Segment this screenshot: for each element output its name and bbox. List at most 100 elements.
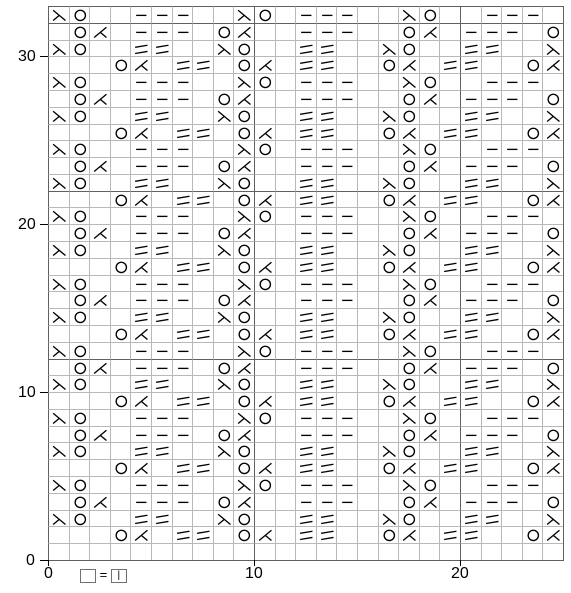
stitch-d-icon xyxy=(296,91,317,108)
chart-cell xyxy=(89,493,110,510)
chart-cell xyxy=(213,476,234,493)
stitch-sl-icon xyxy=(296,443,317,460)
chart-cell xyxy=(481,258,502,275)
stitch-d-icon xyxy=(152,158,173,175)
chart-cell xyxy=(316,6,337,23)
chart-cell xyxy=(110,40,131,57)
chart-cell xyxy=(110,510,131,527)
chart-cell xyxy=(398,157,419,174)
chart-cell xyxy=(295,426,316,443)
chart-cell xyxy=(501,56,522,73)
chart-cell xyxy=(295,157,316,174)
chart-cell xyxy=(213,157,234,174)
chart-cell xyxy=(542,543,563,560)
chart-cell xyxy=(233,426,254,443)
stitch-d-icon xyxy=(317,410,338,427)
chart-cell xyxy=(336,107,357,124)
chart-cell xyxy=(481,543,502,560)
chart-cell xyxy=(460,275,481,292)
stitch-o-icon xyxy=(399,427,420,444)
stitch-o-icon xyxy=(70,360,91,377)
stitch-d-icon xyxy=(523,477,544,494)
chart-cell xyxy=(69,476,90,493)
stitch-d-icon xyxy=(131,141,152,158)
stitch-rd-icon xyxy=(234,292,255,309)
chart-cell xyxy=(398,543,419,560)
chart-cell xyxy=(439,23,460,40)
chart-cell xyxy=(357,56,378,73)
stitch-o-icon xyxy=(543,158,564,175)
chart-cell xyxy=(110,476,131,493)
stitch-o-icon xyxy=(234,460,255,477)
stitch-d-icon xyxy=(317,91,338,108)
stitch-ld-icon xyxy=(399,410,420,427)
stitch-d-icon xyxy=(152,225,173,242)
chart-cell xyxy=(439,174,460,191)
chart-cell xyxy=(357,392,378,409)
chart-cell xyxy=(522,107,543,124)
chart-cell xyxy=(316,342,337,359)
chart-cell xyxy=(522,375,543,392)
chart-cell xyxy=(398,476,419,493)
chart-cell xyxy=(316,543,337,560)
chart-cell xyxy=(172,526,193,543)
chart-cell xyxy=(295,124,316,141)
stitch-sl-icon xyxy=(482,108,503,125)
stitch-sl-icon xyxy=(173,460,194,477)
chart-cell xyxy=(378,124,399,141)
chart-cell xyxy=(439,291,460,308)
chart-cell xyxy=(151,375,172,392)
chart-cell xyxy=(172,291,193,308)
chart-cell xyxy=(48,308,69,325)
chart-cell xyxy=(398,325,419,342)
stitch-o-icon xyxy=(70,276,91,293)
chart-cell xyxy=(275,359,296,376)
stitch-sl-icon xyxy=(173,57,194,74)
chart-cell xyxy=(357,258,378,275)
chart-cell xyxy=(48,526,69,543)
chart-cell xyxy=(419,140,440,157)
chart-cell xyxy=(172,375,193,392)
chart-cell xyxy=(233,40,254,57)
stitch-ld-icon xyxy=(49,242,70,259)
chart-cell xyxy=(336,275,357,292)
stitch-d-icon xyxy=(502,208,523,225)
chart-cell xyxy=(336,207,357,224)
chart-cell xyxy=(460,291,481,308)
chart-cell xyxy=(275,56,296,73)
chart-cell xyxy=(481,442,502,459)
chart-cell xyxy=(398,510,419,527)
chart-cell xyxy=(151,342,172,359)
chart-cell xyxy=(481,526,502,543)
stitch-d-icon xyxy=(502,477,523,494)
stitch-sl-icon xyxy=(317,242,338,259)
stitch-sl-icon xyxy=(152,108,173,125)
chart-cell xyxy=(89,526,110,543)
chart-cell xyxy=(378,493,399,510)
chart-cell xyxy=(295,107,316,124)
chart-cell xyxy=(501,510,522,527)
chart-cell xyxy=(48,73,69,90)
stitch-o-icon xyxy=(255,276,276,293)
chart-cell xyxy=(501,140,522,157)
chart-cell xyxy=(89,40,110,57)
stitch-rd-icon xyxy=(90,494,111,511)
stitch-o-icon xyxy=(255,7,276,24)
stitch-sl-icon xyxy=(296,57,317,74)
stitch-sl-icon xyxy=(461,175,482,192)
chart-cell xyxy=(48,241,69,258)
stitch-rd-icon xyxy=(131,125,152,142)
chart-cell xyxy=(419,275,440,292)
chart-cell xyxy=(130,543,151,560)
chart-cell xyxy=(398,207,419,224)
chart-cell xyxy=(110,359,131,376)
stitch-sl-icon xyxy=(131,376,152,393)
chart-cell xyxy=(213,73,234,90)
chart-cell xyxy=(89,325,110,342)
chart-cell xyxy=(398,140,419,157)
chart-cell xyxy=(151,476,172,493)
chart-cell xyxy=(110,6,131,23)
chart-cell xyxy=(460,107,481,124)
chart-cell xyxy=(275,543,296,560)
chart-cell xyxy=(378,392,399,409)
